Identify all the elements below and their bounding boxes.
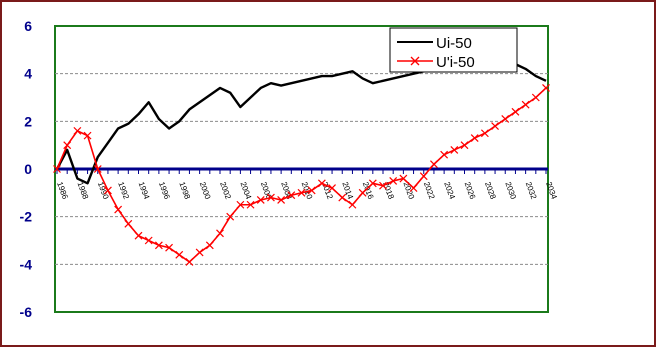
y-tick-label-5: -4 [20, 256, 33, 272]
series-1-point-1 [63, 141, 72, 150]
series-1-point-5 [104, 186, 112, 195]
series-1-point-0 [53, 165, 61, 173]
series-1-point-41 [470, 134, 479, 142]
y-tick-label-3: 0 [24, 161, 32, 177]
series-1-point-46 [521, 100, 530, 109]
series-1-point-8 [134, 231, 143, 240]
series-1-point-33 [389, 176, 398, 185]
series-1-point-30 [358, 188, 367, 197]
series-1-point-26 [317, 179, 326, 188]
series-1-point-2 [73, 126, 82, 135]
series-1-point-25 [307, 186, 316, 195]
series-1-point-27 [328, 184, 336, 192]
y-tick-label-1: 4 [24, 66, 32, 82]
zero-axis-ticks [56, 169, 547, 174]
series-1-point-14 [195, 248, 204, 257]
legend: Ui-50 U'i-50 [389, 27, 518, 73]
series-1-point-44 [501, 115, 510, 123]
series-1 [53, 84, 550, 266]
series-1-point-36 [419, 172, 428, 181]
series-1-point-32 [379, 181, 387, 190]
series-1-point-28 [338, 193, 347, 202]
series-1-point-12 [175, 250, 184, 259]
series-1-point-29 [348, 200, 357, 209]
series-1-point-6 [114, 205, 123, 214]
series-1-point-15 [205, 241, 214, 250]
y-tick-label-0: 6 [24, 18, 32, 34]
series-layer [53, 55, 550, 266]
series-1-point-17 [226, 212, 235, 221]
series-1-point-20 [256, 196, 265, 204]
y-tick-label-4: -2 [20, 209, 33, 225]
series-1-point-23 [287, 191, 296, 200]
series-1-point-39 [450, 146, 459, 154]
series-1-point-4 [93, 165, 102, 173]
series-1-point-42 [480, 129, 489, 138]
series-1-point-3 [83, 131, 92, 140]
series-1-point-35 [409, 184, 418, 192]
series-1-point-31 [368, 179, 377, 188]
series-1-point-38 [440, 150, 449, 159]
series-1-point-34 [399, 174, 408, 183]
series-1-point-18 [236, 200, 245, 209]
series-1-point-10 [154, 241, 163, 250]
series-1-point-43 [491, 122, 499, 131]
series-1-point-19 [246, 200, 255, 209]
y-tick-label-2: 2 [24, 113, 32, 129]
series-1-point-11 [165, 243, 173, 252]
series-1-point-40 [460, 141, 469, 150]
legend-label-series-0: Ui-50 [436, 35, 472, 52]
series-1-point-16 [216, 229, 224, 238]
series-1-point-21 [267, 193, 275, 202]
series-1-point-45 [511, 107, 520, 116]
series-1-point-37 [430, 160, 438, 169]
y-tick-label-6: -6 [20, 304, 33, 320]
legend-marker-series-1 [410, 56, 420, 66]
series-1-point-9 [144, 236, 153, 245]
series-1-point-22 [277, 196, 286, 204]
legend-label-series-1: U'i-50 [436, 54, 475, 71]
series-1-point-48 [542, 84, 550, 92]
series-1-point-24 [297, 188, 306, 197]
gridlines [55, 73, 548, 265]
series-1-point-47 [531, 93, 540, 102]
series-1-point-7 [124, 219, 133, 228]
series-1-point-13 [185, 258, 194, 266]
y-tick-labels: 6 4 2 0 -2 -4 -6 [20, 18, 33, 320]
